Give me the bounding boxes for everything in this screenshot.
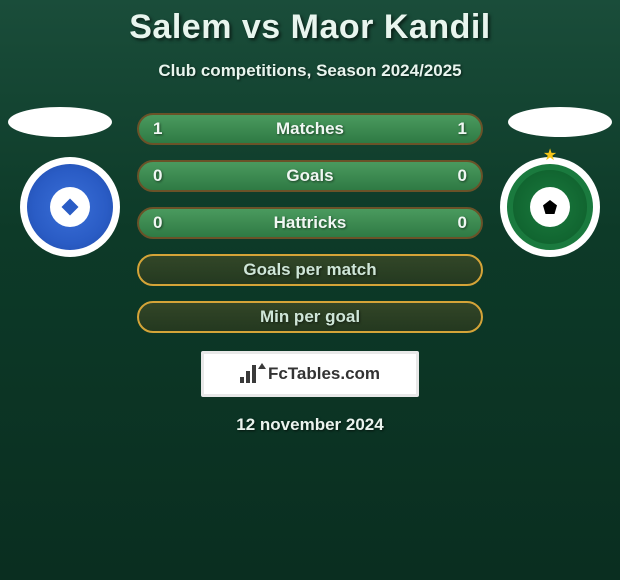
stat-value-left: 0 <box>153 213 162 233</box>
stat-label: Matches <box>276 119 344 139</box>
stat-row-goals: 0 Goals 0 <box>137 160 483 192</box>
stat-value-right: 0 <box>458 166 467 186</box>
star-icon: ★ <box>543 145 557 165</box>
stat-label: Hattricks <box>274 213 347 233</box>
stat-row-min-per-goal: Min per goal <box>137 301 483 333</box>
country-flag-right <box>508 107 612 137</box>
soccer-ball-icon <box>50 187 90 227</box>
main: ★ 1 Matches 1 0 Goals 0 0 Hattricks 0 Go… <box>0 113 620 435</box>
club-badge-left-inner <box>27 164 113 250</box>
stat-label: Min per goal <box>260 307 360 327</box>
stat-value-left: 1 <box>153 119 162 139</box>
stat-row-hattricks: 0 Hattricks 0 <box>137 207 483 239</box>
header: Salem vs Maor Kandil Club competitions, … <box>0 0 620 81</box>
soccer-ball-icon <box>530 187 570 227</box>
player-right-name: Maor Kandil <box>291 8 491 46</box>
page-title: Salem vs Maor Kandil <box>0 8 620 47</box>
stat-row-goals-per-match: Goals per match <box>137 254 483 286</box>
brand-text: FcTables.com <box>268 364 380 384</box>
stat-value-right: 0 <box>458 213 467 233</box>
club-badge-right-inner <box>507 164 593 250</box>
bar-chart-icon <box>240 365 262 383</box>
vs-text: vs <box>242 8 281 46</box>
stat-value-right: 1 <box>458 119 467 139</box>
player-left-name: Salem <box>129 8 232 46</box>
stat-label: Goals per match <box>243 260 376 280</box>
date-text: 12 november 2024 <box>0 415 620 435</box>
stat-rows: 1 Matches 1 0 Goals 0 0 Hattricks 0 Goal… <box>137 113 483 333</box>
country-flag-left <box>8 107 112 137</box>
club-badge-right-ring: ★ <box>500 157 600 257</box>
brand-box: FcTables.com <box>201 351 419 397</box>
stat-value-left: 0 <box>153 166 162 186</box>
stat-label: Goals <box>286 166 333 186</box>
subtitle: Club competitions, Season 2024/2025 <box>0 61 620 81</box>
club-badge-right: ★ <box>500 157 600 257</box>
stat-row-matches: 1 Matches 1 <box>137 113 483 145</box>
club-badge-left <box>20 157 120 257</box>
